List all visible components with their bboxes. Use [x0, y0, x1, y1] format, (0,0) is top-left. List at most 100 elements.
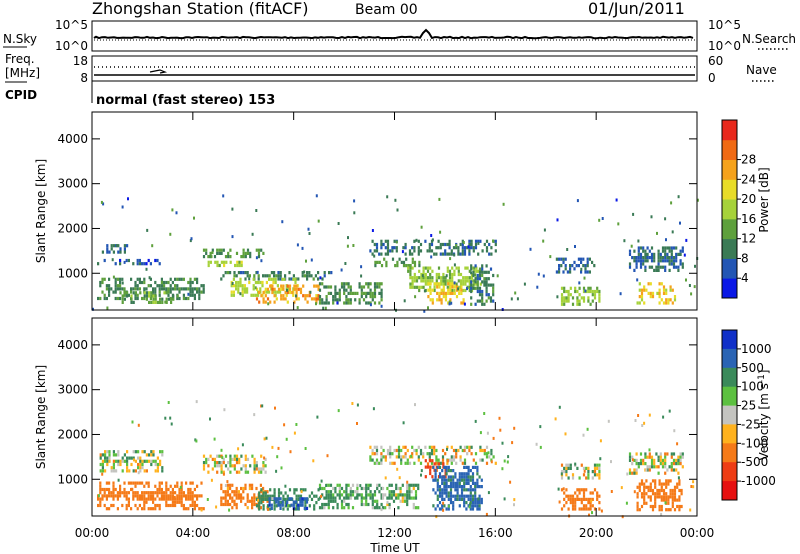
range-cell	[354, 496, 357, 500]
range-cell	[182, 491, 185, 495]
range-cell	[450, 249, 453, 253]
range-cell	[114, 290, 117, 294]
range-cell	[415, 452, 418, 456]
range-cell	[97, 262, 100, 266]
range-cell	[136, 507, 139, 511]
range-cell	[452, 501, 455, 505]
range-cell	[108, 453, 111, 457]
range-cell	[380, 282, 383, 286]
range-cell	[667, 498, 670, 502]
range-cell	[259, 287, 262, 291]
range-cell	[420, 272, 423, 277]
range-cell	[664, 471, 667, 475]
range-cell	[105, 284, 108, 288]
range-cell	[675, 259, 678, 263]
range-cell	[452, 448, 456, 453]
range-cell	[227, 461, 230, 465]
range-cell	[670, 452, 673, 456]
range-cell	[424, 279, 427, 283]
range-cell	[165, 497, 168, 501]
range-cell	[409, 282, 412, 286]
range-cell	[480, 478, 483, 482]
range-cell	[659, 259, 662, 263]
range-cell	[273, 501, 276, 505]
range-cell	[371, 229, 374, 232]
range-cell	[395, 246, 398, 250]
range-cell	[554, 417, 557, 421]
range-cell	[404, 445, 407, 449]
colorbar-segment	[722, 443, 737, 463]
range-cell	[351, 493, 355, 497]
range-cell	[460, 472, 464, 476]
range-cell	[187, 507, 190, 511]
range-cell	[288, 290, 292, 295]
range-cell	[648, 455, 651, 459]
range-cell	[338, 490, 341, 494]
range-cell	[384, 246, 387, 250]
range-cell	[399, 490, 402, 494]
range-cell	[474, 485, 477, 489]
range-cell	[92, 307, 94, 311]
range-cell	[160, 494, 163, 498]
range-cell	[299, 488, 303, 492]
range-cell	[182, 287, 185, 291]
range-cell	[481, 270, 484, 274]
range-cell	[329, 499, 333, 503]
range-cell	[258, 300, 261, 304]
range-cell	[295, 287, 298, 291]
range-cell	[288, 497, 291, 501]
range-cell	[438, 465, 442, 469]
range-cell	[270, 506, 273, 510]
range-cell	[324, 306, 327, 310]
range-cell	[462, 279, 465, 283]
range-cell	[645, 492, 648, 496]
range-cell	[343, 285, 346, 289]
range-cell	[436, 494, 439, 498]
range-cell	[169, 290, 172, 294]
range-cell	[233, 493, 236, 497]
range-cell	[200, 508, 203, 512]
range-cell	[108, 456, 111, 460]
range-cell	[130, 300, 133, 304]
range-cell	[243, 284, 246, 288]
range-cell	[275, 497, 278, 501]
range-cell	[112, 469, 115, 473]
range-cell	[628, 468, 632, 472]
range-cell	[411, 279, 414, 283]
range-cell	[671, 504, 674, 509]
range-cell	[257, 280, 260, 285]
range-cell	[237, 280, 240, 285]
range-cell	[442, 291, 445, 295]
range-cell	[346, 244, 349, 248]
range-cell	[471, 504, 475, 508]
range-cell	[194, 438, 197, 442]
range-cell	[136, 284, 139, 288]
range-cell	[321, 298, 324, 302]
range-cell	[174, 497, 177, 501]
range-cell	[365, 291, 368, 295]
range-cell	[405, 257, 408, 261]
range-cell	[262, 464, 265, 468]
range-cell	[651, 291, 655, 295]
range-cell	[349, 486, 352, 491]
range-cell	[272, 497, 276, 501]
range-cell	[207, 470, 210, 474]
range-cell	[408, 249, 412, 253]
range-cell	[295, 290, 298, 295]
range-cell	[563, 466, 566, 470]
range-cell	[106, 250, 109, 254]
range-cell	[665, 508, 668, 512]
range-cell	[693, 285, 696, 289]
range-cell	[101, 290, 104, 294]
range-cell	[476, 299, 479, 303]
range-cell	[349, 285, 352, 289]
range-cell	[411, 252, 414, 256]
range-cell	[447, 475, 450, 479]
range-cell	[444, 242, 447, 247]
range-cell	[185, 494, 188, 498]
range-cell	[487, 491, 490, 495]
colorbar-tick-label: 24	[741, 172, 756, 186]
range-cell	[407, 269, 410, 273]
range-cell	[249, 255, 252, 259]
